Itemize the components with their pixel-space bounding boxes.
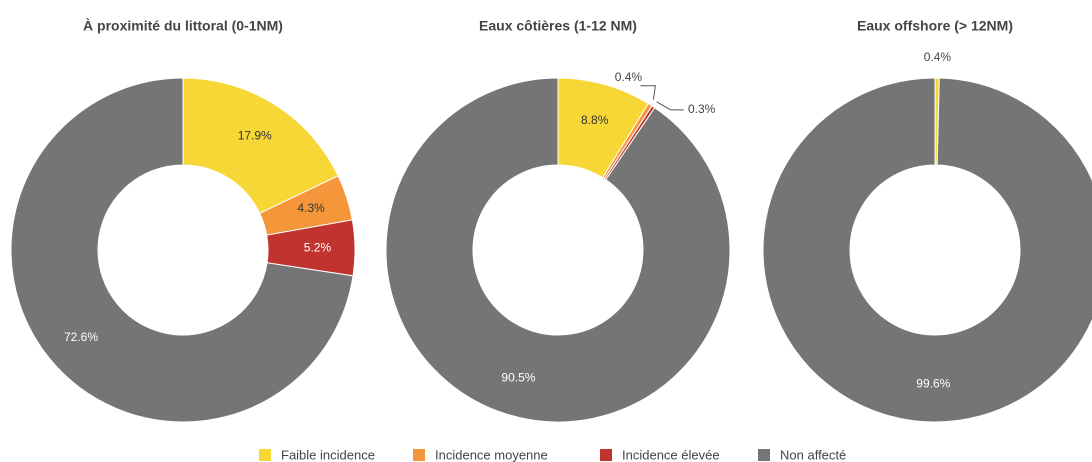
data-label: 5.2% [304,240,332,254]
legend-label: Non affecté [780,447,846,462]
chart-title: Eaux offshore (> 12NM) [857,18,1013,34]
data-label: 90.5% [501,371,535,385]
chart-title: Eaux côtières (1-12 NM) [479,18,637,34]
donut-segment: Non affecté [385,77,731,423]
data-label: 4.3% [297,201,325,215]
legend-swatch [259,449,271,461]
legend-swatch [758,449,770,461]
chart-title: À proximité du littoral (0-1NM) [83,18,283,34]
data-label: 8.8% [581,113,609,127]
legend-swatch [413,449,425,461]
donut-segment: Faible incidence [182,77,339,214]
legend-label: Faible incidence [281,447,375,462]
data-label: 0.4% [924,50,952,64]
data-label: 0.3% [688,102,716,116]
data-label: 17.9% [238,128,272,142]
donut-segment: Non affecté [762,77,1092,423]
data-label: 72.6% [64,330,98,344]
data-label: 0.4% [615,70,643,84]
legend-swatch [600,449,612,461]
data-label: 99.6% [916,377,950,391]
donut-segment: Non affecté [10,77,354,423]
legend-label: Incidence élevée [622,447,720,462]
leader-line [640,85,656,100]
leader-line [656,101,684,111]
legend-label: Incidence moyenne [435,447,548,462]
